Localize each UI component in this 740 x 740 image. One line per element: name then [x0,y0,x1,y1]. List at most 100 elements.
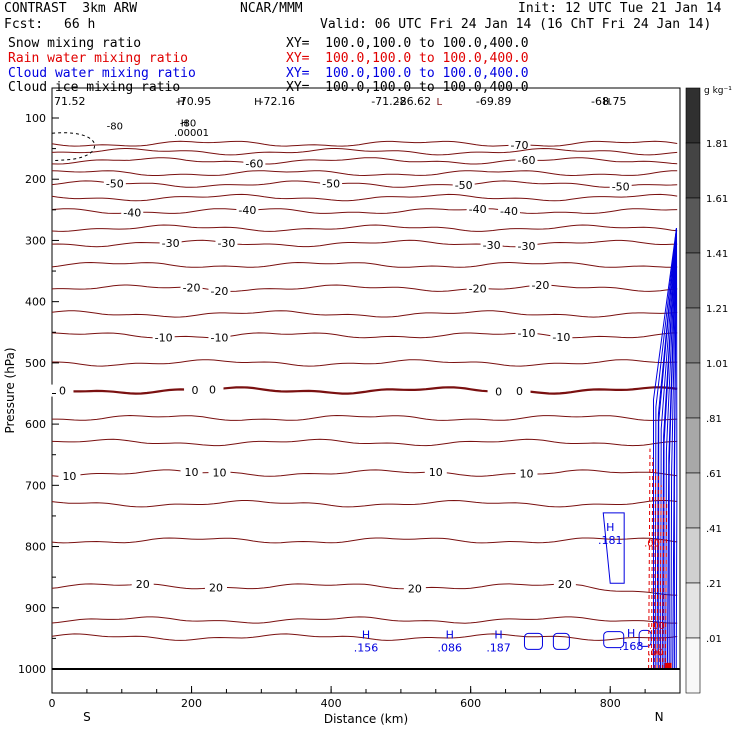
x-end-label-right: N [655,710,664,724]
contour-label-bg [480,238,503,251]
colorbar-segment [685,197,701,254]
contour-label-bg [58,469,81,482]
init-label: Init: 12 UTC Tue 21 Jan 14 [518,1,722,16]
temp-contour-line [52,359,678,367]
temp-contour-line [51,499,678,508]
contour-label: -70 [511,139,529,152]
colorbar-label: 1.21 [706,304,728,315]
cloud-outline [523,632,543,650]
extrema-marker: .00001 [174,128,209,139]
colorbar-label: .01 [706,634,722,645]
colorbar-segment [685,252,701,309]
contour-label: -40 [123,207,141,220]
org-label: NCAR/MMM [240,1,303,16]
y-tick-label: 300 [25,234,46,247]
colorbar-label: 1.81 [706,139,728,150]
x-end-label-left: S [83,710,91,724]
contour-label-bg [184,383,207,396]
contour-label: -20 [531,279,549,292]
top-value-label: -72.16 [260,95,295,108]
rain-label: .00 [649,621,665,632]
contour-label-bg [529,279,552,292]
temp-contour-line [51,180,678,188]
contour-label-bg [466,202,489,215]
field-snow-name: Snow mixing ratio [8,36,142,51]
colorbar-label: 1.61 [706,194,728,205]
y-axis-title: Pressure (hPa) [3,347,17,433]
y-tick-label: 700 [25,479,46,492]
contour-label: -10 [155,331,173,344]
rain-contour-line [653,466,657,669]
contour-label-bg [609,180,632,193]
contour-label-bg [515,239,538,252]
colorbar-segment [685,472,701,529]
contour-label: 20 [136,578,150,591]
contour-label-bg [152,331,175,344]
contour-label-bg [452,178,475,191]
contour-label: 0 [495,385,502,398]
cloud-contour-line [654,228,677,669]
cloud-contour-line [658,228,677,669]
cloud-max-value: .086 [437,641,462,654]
temp-contour-line [51,386,678,395]
ice-contour-line [51,132,95,162]
colorbar-segment [685,637,701,694]
rain-label: .00 [648,648,664,659]
x-tick-label: 0 [49,697,56,710]
top-value-label: 71.52 [54,95,86,108]
extrema-marker: L [436,97,442,108]
temp-contour-line [51,616,678,624]
contour-label-bg [204,581,227,594]
field-cloud-water-xy: XY= 100.0,100.0 to 100.0,400.0 [286,66,529,81]
contour-label-bg [131,578,154,591]
contour-label: -40 [469,203,487,216]
colorbar-segment [685,582,701,639]
cloud-max-marker: H [362,628,370,641]
contour-label: 0 [59,385,66,398]
y-tick-label: 400 [25,296,46,309]
contour-label-bg [320,177,343,190]
colorbar-segment [685,362,701,419]
fcst-value: 66 h [64,17,96,32]
contour-label: -50 [106,177,124,190]
temp-contour-line [51,140,678,147]
field-rain-name: Rain water mixing ratio [8,51,189,66]
contour-label: 10 [62,470,76,483]
x-tick-label: 400 [321,697,342,710]
contour-label-bg [515,327,538,340]
temp-contour-line [52,414,678,421]
contour-label-bg [121,206,144,219]
colorbar-label: .81 [706,414,722,425]
extrema-marker: H [177,97,185,108]
contour-label-bg [159,236,182,249]
extrema-marker: H [603,97,611,108]
contour-label: 10 [185,466,199,479]
contour-label: -10 [552,331,570,344]
cloud-outline [603,631,625,649]
field-cloud-water-name: Cloud water mixing ratio [8,66,196,81]
contour-label: -60 [518,154,536,167]
rain-contour-line [648,448,651,669]
cloud-max-value: .181 [598,534,623,547]
contour-label-bg [201,383,224,396]
contour-label: -30 [162,237,180,250]
contour-label-bg [553,578,576,591]
temp-contour-line [51,224,678,232]
field-snow-xy: XY= 100.0,100.0 to 100.0,400.0 [286,36,529,51]
cloud-max-value: .187 [486,641,511,654]
contour-label: -10 [210,331,228,344]
colorbar-segment [685,417,701,474]
contour-label: -40 [500,205,518,218]
extrema-marker: -80 [107,121,123,132]
contour-label-bg [208,284,231,297]
contour-label-bg [180,281,203,294]
cloud-contour-line [668,228,677,669]
cloud-contour-line [663,228,677,669]
rain-max-patch [664,662,672,669]
contour-label: -50 [322,178,340,191]
extrema-marker: -80 [180,118,196,129]
top-value-label: -71.22 [371,95,406,108]
contour-label: -50 [612,181,630,194]
cloud-max-marker: H [606,521,614,534]
